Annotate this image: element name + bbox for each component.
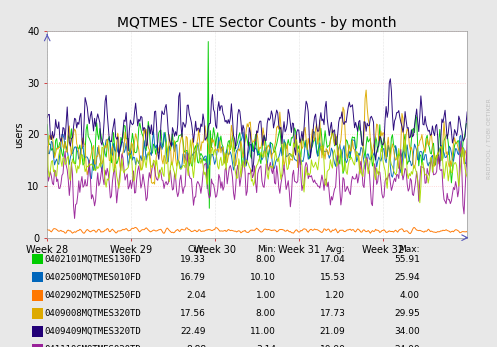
Text: 19.33: 19.33	[180, 255, 206, 264]
Text: 1.20: 1.20	[326, 291, 345, 300]
Y-axis label: users: users	[14, 121, 24, 148]
Text: 17.04: 17.04	[320, 255, 345, 264]
Text: 1.00: 1.00	[256, 291, 276, 300]
Title: MQTMES - LTE Sector Counts - by month: MQTMES - LTE Sector Counts - by month	[117, 16, 397, 30]
Text: 22.49: 22.49	[181, 327, 206, 336]
Text: Cur:: Cur:	[188, 245, 206, 254]
Text: 4.00: 4.00	[400, 291, 420, 300]
Text: Avg:: Avg:	[326, 245, 345, 254]
Text: 10.90: 10.90	[320, 345, 345, 347]
Text: 0402902MQTMES250FD: 0402902MQTMES250FD	[45, 291, 142, 300]
Text: 3.14: 3.14	[256, 345, 276, 347]
Text: 34.00: 34.00	[394, 327, 420, 336]
Text: 8.00: 8.00	[256, 309, 276, 318]
Text: 16.79: 16.79	[180, 273, 206, 282]
Text: 17.56: 17.56	[180, 309, 206, 318]
Text: 0402500MQTMES010FD: 0402500MQTMES010FD	[45, 273, 142, 282]
Text: 0411106MQTMES020TD: 0411106MQTMES020TD	[45, 345, 142, 347]
Text: 8.88: 8.88	[186, 345, 206, 347]
Text: 55.91: 55.91	[394, 255, 420, 264]
Text: 24.00: 24.00	[394, 345, 420, 347]
Text: 8.00: 8.00	[256, 255, 276, 264]
Text: 0409008MQTMES320TD: 0409008MQTMES320TD	[45, 309, 142, 318]
Text: 17.73: 17.73	[320, 309, 345, 318]
Text: 29.95: 29.95	[394, 309, 420, 318]
Text: Min:: Min:	[257, 245, 276, 254]
Text: 2.04: 2.04	[186, 291, 206, 300]
Text: 21.09: 21.09	[320, 327, 345, 336]
Text: 0409409MQTMES320TD: 0409409MQTMES320TD	[45, 327, 142, 336]
Text: 10.10: 10.10	[250, 273, 276, 282]
Text: 11.00: 11.00	[250, 327, 276, 336]
Text: RRDTOOL / TOBI OETIKER: RRDTOOL / TOBI OETIKER	[486, 99, 491, 179]
Text: 25.94: 25.94	[394, 273, 420, 282]
Text: Max:: Max:	[399, 245, 420, 254]
Text: 0402101MQTMES130FD: 0402101MQTMES130FD	[45, 255, 142, 264]
Text: 15.53: 15.53	[320, 273, 345, 282]
